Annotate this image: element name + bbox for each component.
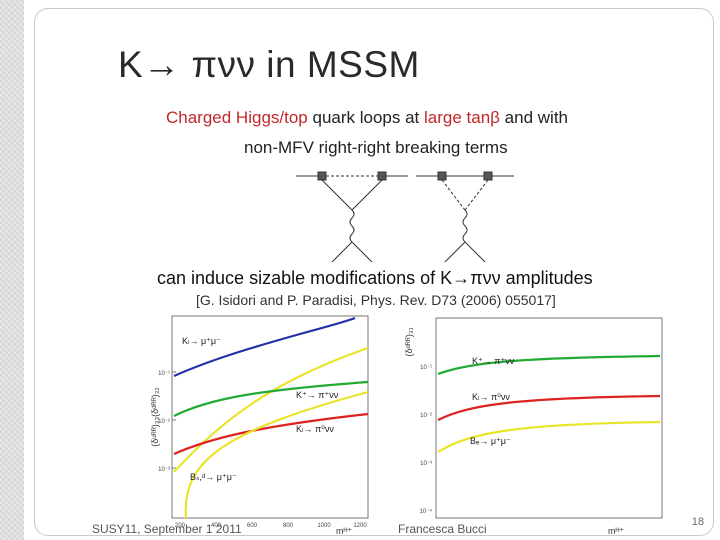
highlight-large-tanbeta: large tanβ bbox=[424, 108, 500, 127]
annotation-kplus-pinunu: K⁺→ π⁺νν bbox=[296, 390, 339, 400]
ytick-label: 10⁻³ bbox=[420, 461, 432, 467]
series-line-kplus-pinunu bbox=[437, 354, 661, 376]
plot-right: (δᵈᴿᴿ)₃₁ 10⁻¹ 10⁻² 10⁻³ 10⁻⁴ K⁺→ π⁺νν Kₗ→ π… bbox=[404, 317, 663, 536]
feynman-diagram-left bbox=[296, 171, 408, 263]
annotation-bd-mumu-right: Bₑ→ μ⁺μ⁻ bbox=[470, 436, 511, 446]
slide-title: K→ πνν in MSSM bbox=[118, 44, 420, 85]
series-line-yellow-upper bbox=[173, 346, 369, 473]
plot-right-yticks: 10⁻¹ 10⁻² 10⁻³ 10⁻⁴ bbox=[420, 365, 433, 515]
series-line-kplus-pinunu bbox=[173, 380, 369, 417]
plot-left-xticks: 200 400 600 800 1000 1200 bbox=[175, 523, 367, 529]
footer-author: Francesca Bucci bbox=[398, 522, 487, 536]
ytick-label: 10⁻¹ bbox=[420, 365, 432, 371]
subtitle-line-2: non-MFV right-right breaking terms bbox=[244, 138, 508, 157]
statement-text: can induce sizable modifications of K→πν… bbox=[157, 268, 593, 288]
annotation-kl-mumu: Kₗ→ μ⁺μ⁻ bbox=[182, 336, 221, 346]
series-line-kl-pi0nunu bbox=[437, 394, 661, 421]
series-line-bsd-mumu bbox=[184, 390, 369, 519]
plot-right-frame bbox=[435, 317, 663, 519]
ytick-label: 10⁻² bbox=[420, 413, 432, 419]
plot-right-xlabel: mᴴ⁺ bbox=[608, 526, 624, 536]
series-line-kl-mumu bbox=[173, 316, 356, 378]
ytick-label: 10⁻⁴ bbox=[420, 508, 433, 515]
xtick-label: 1000 bbox=[317, 523, 331, 529]
plot-left-frame bbox=[171, 315, 369, 519]
ytick-label: 10⁻³ bbox=[158, 467, 170, 473]
text-segment: quark loops at bbox=[307, 108, 425, 127]
footer-conference: SUSY11, September 1 2011 bbox=[92, 522, 242, 536]
plot-left: (δᵘᴿᴿ)₃₃(δᵈᴿᴿ)₃₂ 10⁻¹ 10⁻² 10⁻³ 200 400 600 8… bbox=[150, 315, 369, 536]
series-line-bd-mumu bbox=[437, 420, 661, 453]
annotation-kl-pi0nunu: Kₗ→ π⁰νν bbox=[296, 424, 334, 434]
xtick-label: 800 bbox=[283, 523, 294, 529]
page-number: 18 bbox=[691, 516, 704, 528]
xtick-label: 600 bbox=[247, 523, 258, 529]
feynman-diagram-right bbox=[416, 171, 514, 263]
background-texture bbox=[0, 0, 24, 540]
ytick-label: 10⁻² bbox=[158, 419, 170, 425]
plot-left-ylabel: (δᵘᴿᴿ)₃₃(δᵈᴿᴿ)₃₂ bbox=[150, 387, 160, 447]
ytick-label: 10⁻¹ bbox=[158, 371, 170, 377]
series-line-kl-pi0nunu bbox=[173, 412, 369, 456]
feynman-diagrams bbox=[296, 171, 514, 263]
slide-frame bbox=[34, 8, 714, 536]
plot-left-yticks: 10⁻¹ 10⁻² 10⁻³ bbox=[158, 371, 176, 473]
xtick-label: 1200 bbox=[353, 523, 367, 529]
xtick-label: 200 bbox=[175, 523, 186, 529]
subtitle-line-1: Charged Higgs/top quark loops at large t… bbox=[166, 108, 568, 128]
annotation-kplus-pinunu-right: K⁺→ π⁺νν bbox=[472, 356, 515, 366]
reference-citation: [G. Isidori and P. Paradisi, Phys. Rev. … bbox=[196, 292, 556, 308]
highlight-higgs-top: Charged Higgs/top bbox=[166, 108, 308, 127]
plot-left-xlabel: mᴴ⁺ bbox=[336, 526, 352, 536]
text-segment: and with bbox=[499, 108, 568, 127]
plot-right-ylabel: (δᵈᴿᴿ)₃₁ bbox=[404, 327, 414, 356]
xtick-label: 400 bbox=[211, 523, 222, 529]
annotation-bsd-mumu: Bₛ,ᵈ→ μ⁺μ⁻ bbox=[190, 472, 237, 482]
annotation-kl-pi0nunu-right: Kₗ→ π⁰νν bbox=[472, 392, 510, 402]
